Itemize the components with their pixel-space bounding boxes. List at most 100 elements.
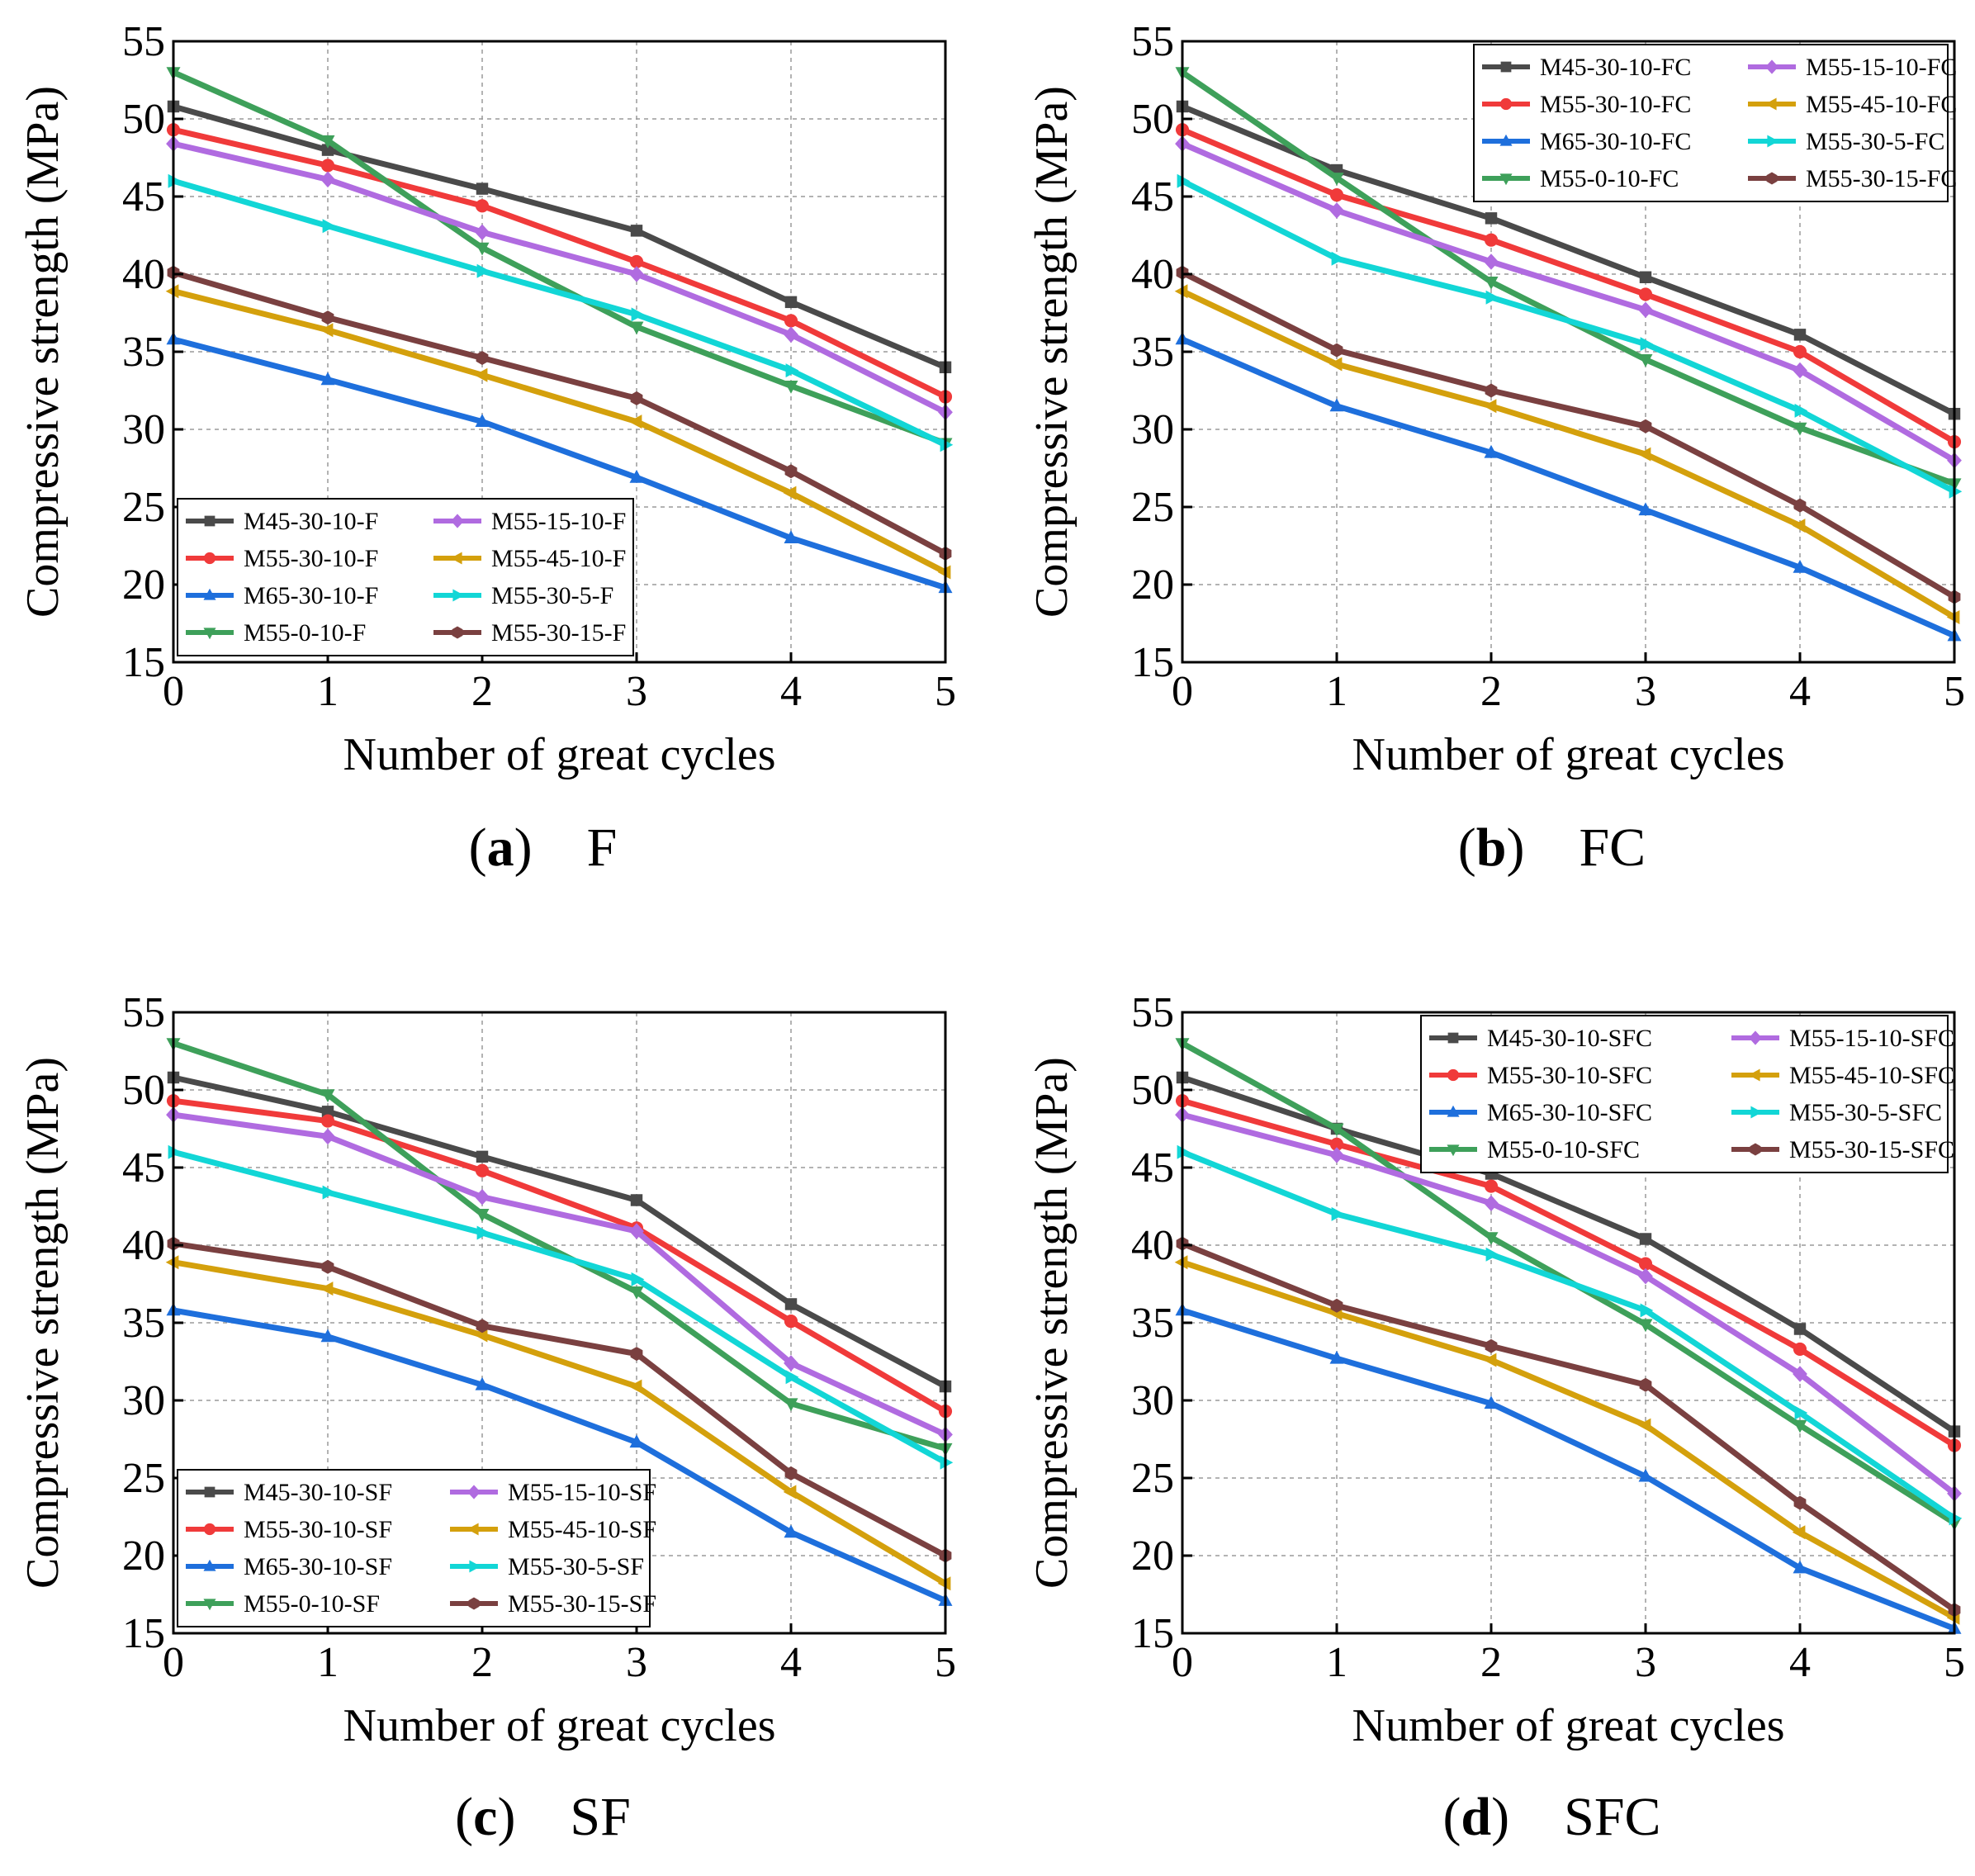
legend-entry: M55-15-10-SFC — [1731, 1025, 1954, 1052]
legend-entry: M45-30-10-F — [186, 508, 378, 535]
legend-marker — [1748, 1068, 1760, 1082]
legend-box — [177, 498, 634, 656]
legend-label: M55-0-10-SFC — [1487, 1136, 1640, 1163]
data-point — [1792, 1525, 1806, 1540]
legend-entry: M65-30-10-F — [186, 582, 378, 609]
x-tick-label: 5 — [935, 1639, 956, 1686]
y-axis-title: Compressive strength (MPa) — [17, 1057, 69, 1589]
legend-label: M55-0-10-SF — [244, 1590, 380, 1618]
panel-caption: (b) FC — [1458, 817, 1646, 878]
data-point — [320, 1128, 335, 1145]
data-point — [1329, 357, 1343, 372]
data-point — [784, 381, 798, 394]
data-point — [784, 1315, 798, 1329]
data-point — [1793, 329, 1807, 341]
x-tick-label: 0 — [1172, 668, 1193, 715]
data-point — [1639, 1377, 1652, 1392]
legend-entry: M55-0-10-F — [186, 619, 366, 647]
y-tick-label: 25 — [1131, 1455, 1174, 1502]
legend-entry: M55-30-10-FC — [1482, 91, 1691, 118]
data-point — [1637, 447, 1651, 462]
data-point — [784, 530, 798, 543]
legend-marker — [467, 1485, 481, 1499]
y-tick-label: 40 — [122, 251, 165, 298]
legend-entry: M45-30-10-FC — [1482, 54, 1691, 81]
legend-entry: M55-30-15-FC — [1748, 165, 1957, 192]
data-point — [1330, 1298, 1343, 1313]
x-tick-label: 5 — [1944, 668, 1965, 715]
x-tick-label: 4 — [780, 1639, 802, 1686]
x-tick-label: 4 — [780, 668, 802, 715]
series-line — [170, 288, 949, 576]
legend-label: M55-0-10-FC — [1540, 165, 1679, 192]
series-line — [1179, 178, 1958, 495]
y-tick-label: 50 — [122, 96, 165, 143]
data-point — [320, 1281, 334, 1296]
caption-letter: b — [1476, 817, 1507, 878]
data-point — [784, 464, 798, 479]
legend-marker — [1750, 1106, 1763, 1119]
series-line — [1179, 1240, 1958, 1613]
y-tick-label: 35 — [122, 1300, 165, 1347]
x-tick-label: 2 — [1480, 1639, 1502, 1686]
y-tick-label: 45 — [122, 173, 165, 220]
y-tick-label: 25 — [1131, 484, 1174, 531]
data-point — [1484, 1232, 1499, 1245]
data-point — [475, 414, 490, 427]
data-point — [1329, 1350, 1344, 1364]
legend-label: M55-30-5-F — [491, 582, 613, 609]
data-point — [321, 310, 334, 325]
data-point — [629, 469, 644, 483]
data-point — [1638, 1468, 1653, 1482]
x-tick-label: 1 — [1326, 668, 1347, 715]
legend-marker — [452, 589, 465, 602]
caption-label: SF — [570, 1787, 630, 1847]
legend-label: M45-30-10-SFC — [1487, 1025, 1652, 1052]
data-point — [784, 1466, 798, 1480]
legend-label: M65-30-10-SFC — [1487, 1099, 1652, 1126]
data-point — [1793, 1495, 1807, 1510]
x-tick-label: 3 — [626, 668, 647, 715]
panel-caption: (d) SFC — [1442, 1787, 1660, 1847]
legend-marker — [469, 1560, 481, 1573]
data-point — [1329, 188, 1344, 202]
series-line — [170, 336, 949, 591]
data-point — [320, 1089, 335, 1102]
data-point — [1793, 1342, 1807, 1357]
data-point — [1639, 419, 1652, 433]
legend-label: M65-30-10-F — [244, 582, 378, 609]
series-line — [1179, 1097, 1958, 1448]
data-point — [1331, 1206, 1345, 1221]
legend-label: M55-45-10-SF — [508, 1516, 656, 1543]
legend-entry: M55-30-15-SF — [450, 1590, 656, 1618]
caption-label: F — [587, 817, 618, 878]
data-point — [1329, 1147, 1344, 1163]
data-point — [1638, 287, 1653, 301]
legend-entry: M55-30-5-F — [433, 582, 613, 609]
data-point — [1484, 1395, 1499, 1409]
data-point — [629, 1434, 644, 1448]
series-M45-30-10-SF — [167, 1071, 952, 1393]
data-point — [1793, 1419, 1807, 1433]
x-tick-label: 3 — [1635, 1639, 1656, 1686]
series-line — [170, 1097, 949, 1414]
x-tick-label: 0 — [163, 668, 184, 715]
data-point — [476, 1225, 490, 1240]
legend-label: M55-30-10-FC — [1540, 91, 1691, 118]
legend-marker — [1767, 135, 1779, 148]
series-M65-30-10-SFC — [1175, 1302, 1962, 1634]
legend: M45-30-10-FC M55-30-10-FC M65-30-10-FC M55-… — [1473, 44, 1957, 202]
legend-label: M55-45-10-SFC — [1789, 1062, 1954, 1089]
series-line — [170, 140, 949, 415]
x-tick-label: 4 — [1789, 1639, 1811, 1686]
data-point — [1637, 1418, 1651, 1433]
x-tick-label: 5 — [935, 668, 956, 715]
y-tick-label: 50 — [122, 1067, 165, 1114]
y-tick-label: 30 — [122, 406, 165, 453]
legend-label: M55-30-10-SF — [244, 1516, 392, 1543]
series-M55-30-5-SF — [168, 1144, 954, 1470]
data-point — [1638, 301, 1653, 318]
legend-marker — [1499, 134, 1513, 146]
data-point — [1485, 1338, 1498, 1353]
